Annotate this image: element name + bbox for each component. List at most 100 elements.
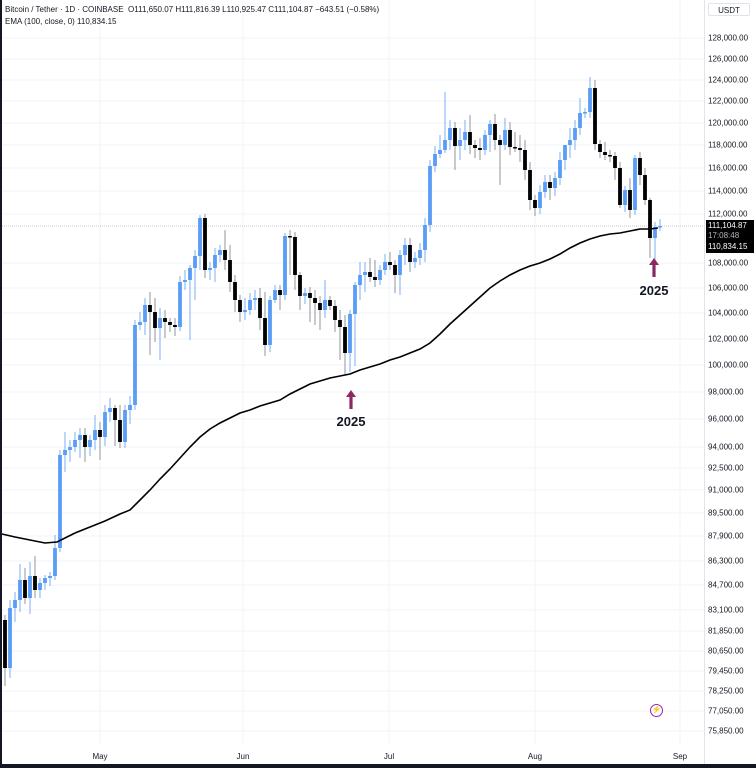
candle: [378, 270, 382, 280]
candle: [418, 250, 422, 258]
candle: [113, 408, 117, 420]
candle: [423, 225, 427, 250]
arrow-up-icon: [649, 258, 659, 277]
candle: [413, 258, 417, 262]
time-axis-label: Jul: [383, 752, 395, 761]
price-axis-label: 122,000.00: [708, 96, 749, 106]
ohlc-values: O111,650.07 H111,816.39 L110,925.47 C111…: [128, 5, 380, 14]
ema-price-tag: 110,834.15: [706, 241, 754, 253]
candle: [513, 147, 517, 149]
price-axis-label: 112,000.00: [708, 209, 748, 219]
candle: [173, 325, 177, 327]
candle: [438, 150, 442, 154]
candle: [273, 290, 277, 300]
candle: [88, 440, 92, 447]
price-axis-label: 84,700.00: [708, 580, 744, 590]
lightning-icon[interactable]: ⚡: [650, 704, 663, 717]
candle: [298, 275, 302, 296]
candle: [333, 306, 337, 320]
candle: [68, 447, 72, 450]
candle: [148, 305, 152, 312]
price-axis-label: 128,000.00: [708, 33, 749, 43]
ema-legend[interactable]: EMA (100, close, 0) 110,834.15: [5, 16, 379, 28]
price-axis-label: 83,100.00: [708, 605, 744, 615]
price-axis-label: 116,000.00: [708, 163, 748, 173]
candle: [508, 130, 512, 147]
price-axis-label: 118,000.00: [708, 140, 748, 150]
annotation-label-1: 2025: [336, 414, 366, 429]
candles-layer: [3, 77, 662, 686]
candle: [233, 282, 237, 300]
candle: [658, 226, 662, 228]
candle: [653, 227, 657, 238]
candle: [248, 300, 252, 310]
candle: [303, 293, 307, 296]
candle: [338, 320, 342, 327]
price-axis-label: 108,000.00: [708, 258, 749, 268]
ema-line: [1, 227, 659, 544]
candle: [118, 420, 122, 442]
time-axis-label: Aug: [527, 752, 543, 761]
price-axis-label: 91,000.00: [708, 485, 744, 495]
candle: [228, 260, 232, 282]
candle: [428, 166, 432, 225]
candle: [43, 578, 47, 583]
price-axis-label: 79,450.00: [708, 666, 744, 676]
candle: [573, 128, 577, 140]
candle: [623, 190, 627, 205]
candle: [8, 608, 12, 668]
window-left-border: [0, 0, 2, 768]
candle: [433, 154, 437, 166]
candle: [313, 298, 317, 303]
candle: [83, 435, 87, 447]
candle: [638, 158, 642, 175]
candle: [123, 410, 127, 442]
last-price-tag: 111,104.87 17:08:48: [706, 220, 754, 242]
candle: [213, 255, 217, 268]
price-axis-label: 106,000.00: [708, 283, 749, 293]
last-price-value: 111,104.87: [708, 221, 747, 230]
candle: [308, 293, 312, 298]
candle: [518, 148, 522, 150]
candle: [128, 405, 132, 410]
candle: [633, 158, 637, 210]
price-axis-label: 120,000.00: [708, 118, 749, 128]
candle: [393, 265, 397, 275]
candle: [353, 285, 357, 314]
candle: [613, 156, 617, 168]
price-axis-label: 124,000.00: [708, 75, 749, 85]
candle: [263, 318, 267, 345]
price-axis-label: 81,850.00: [708, 626, 744, 636]
candle: [443, 140, 447, 150]
candle: [63, 450, 67, 455]
currency-button[interactable]: USDT: [708, 3, 750, 16]
candle: [408, 245, 412, 262]
price-axis-label: 87,900.00: [708, 531, 744, 541]
price-axis-label: 86,300.00: [708, 556, 744, 566]
candle: [203, 218, 207, 270]
time-axis-label: May: [92, 752, 108, 761]
candle: [28, 576, 32, 598]
window-bottom-border: [0, 764, 756, 768]
candle: [168, 322, 172, 325]
price-axis-label: 92,500.00: [708, 463, 744, 473]
price-axis-label: 77,050.00: [708, 706, 744, 716]
candle: [563, 145, 567, 160]
candle: [258, 298, 262, 318]
candle: [568, 140, 572, 145]
candle: [348, 314, 352, 353]
candle: [283, 236, 287, 295]
candle: [153, 312, 157, 328]
candle: [453, 128, 457, 146]
candle: [553, 178, 557, 188]
candle: [533, 200, 537, 208]
price-axis-separator: [704, 0, 705, 764]
candle: [23, 580, 27, 598]
candle: [618, 168, 622, 205]
price-axis-label: 75,850.00: [708, 726, 744, 736]
candle: [103, 412, 107, 437]
symbol-info[interactable]: Bitcoin / Tether · 1D · COINBASE O111,65…: [5, 4, 379, 16]
candle: [93, 430, 97, 440]
